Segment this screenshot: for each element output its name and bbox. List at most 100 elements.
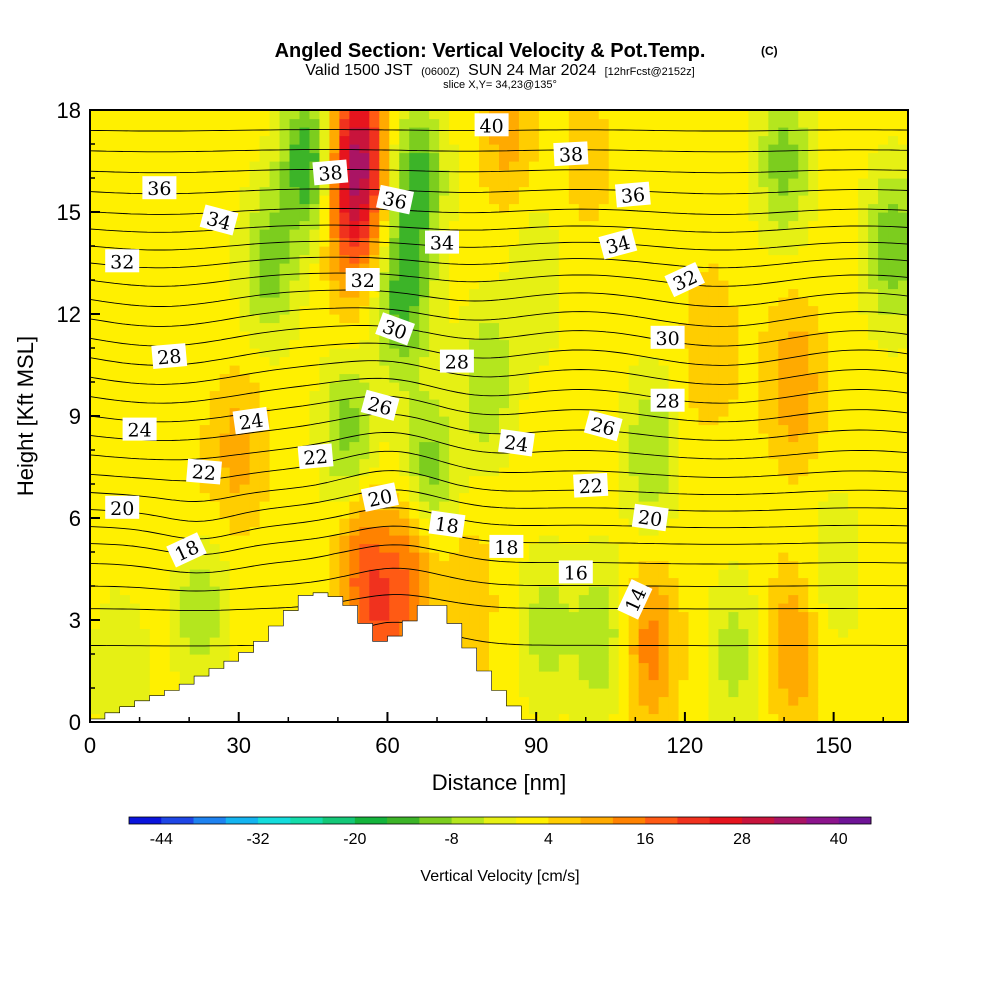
heatmap-cell <box>409 314 420 323</box>
heatmap-cell <box>280 527 291 536</box>
heatmap-cell <box>539 229 550 238</box>
heatmap-cell <box>639 671 650 680</box>
heatmap-cell <box>519 127 530 136</box>
heatmap-cell <box>120 204 131 213</box>
heatmap-cell <box>90 238 101 247</box>
heatmap-cell <box>160 391 171 400</box>
heatmap-cell <box>299 280 310 289</box>
heatmap-cell <box>100 221 111 230</box>
heatmap-cell <box>429 450 440 459</box>
heatmap-cell <box>768 289 779 298</box>
heatmap-cell <box>120 484 131 493</box>
heatmap-cell <box>190 272 201 281</box>
heatmap-cell <box>529 357 540 366</box>
heatmap-cell <box>549 399 560 408</box>
heatmap-cell <box>639 136 650 145</box>
heatmap-cell <box>399 144 410 153</box>
heatmap-cell <box>469 144 480 153</box>
heatmap-cell <box>639 544 650 553</box>
heatmap-cell <box>609 493 620 502</box>
heatmap-cell <box>639 552 650 561</box>
heatmap-cell <box>100 212 111 221</box>
heatmap-cell <box>529 586 540 595</box>
heatmap-cell <box>449 374 460 383</box>
heatmap-cell <box>529 493 540 502</box>
heatmap-cell <box>609 595 620 604</box>
heatmap-cell <box>589 195 600 204</box>
heatmap-cell <box>339 357 350 366</box>
heatmap-cell <box>90 442 101 451</box>
heatmap-cell <box>758 459 769 468</box>
heatmap-cell <box>389 127 400 136</box>
heatmap-cell <box>379 119 390 128</box>
heatmap-cell <box>140 391 151 400</box>
heatmap-cell <box>609 680 620 689</box>
heatmap-cell <box>519 620 530 629</box>
heatmap-cell <box>299 391 310 400</box>
heatmap-cell <box>220 144 231 153</box>
heatmap-cell <box>200 306 211 315</box>
heatmap-cell <box>629 663 640 672</box>
heatmap-cell <box>290 229 301 238</box>
heatmap-cell <box>758 697 769 706</box>
heatmap-cell <box>150 535 161 544</box>
heatmap-cell <box>280 416 291 425</box>
heatmap-cell <box>599 552 610 561</box>
heatmap-cell <box>220 552 231 561</box>
heatmap-cell <box>180 289 191 298</box>
heatmap-cell <box>240 501 251 510</box>
heatmap-cell <box>190 289 201 298</box>
heatmap-cell <box>728 680 739 689</box>
heatmap-cell <box>399 442 410 451</box>
heatmap-cell <box>349 306 360 315</box>
heatmap-cell <box>609 705 620 714</box>
heatmap-cell <box>90 433 101 442</box>
heatmap-cell <box>200 153 211 162</box>
heatmap-cell <box>509 654 520 663</box>
heatmap-cell <box>150 637 161 646</box>
heatmap-cell <box>708 646 719 655</box>
heatmap-cell <box>679 170 690 179</box>
heatmap-cell <box>569 425 580 434</box>
heatmap-cell <box>130 399 141 408</box>
heatmap-cell <box>748 136 759 145</box>
heatmap-cell <box>649 246 660 255</box>
heatmap-cell <box>319 578 330 587</box>
heatmap-cell <box>589 212 600 221</box>
heatmap-cell <box>669 561 680 570</box>
heatmap-cell <box>738 374 749 383</box>
heatmap-cell <box>220 646 231 655</box>
heatmap-cell <box>599 170 610 179</box>
heatmap-cell <box>309 518 320 527</box>
heatmap-cell <box>150 382 161 391</box>
heatmap-cell <box>758 612 769 621</box>
heatmap-cell <box>699 612 710 621</box>
heatmap-cell <box>290 374 301 383</box>
heatmap-cell <box>469 637 480 646</box>
heatmap-cell <box>160 629 171 638</box>
heatmap-cell <box>319 340 330 349</box>
heatmap-cell <box>230 518 241 527</box>
heatmap-cell <box>599 510 610 519</box>
heatmap-cell <box>549 663 560 672</box>
heatmap-cell <box>718 161 729 170</box>
heatmap-cell <box>90 646 101 655</box>
heatmap-cell <box>270 450 281 459</box>
heatmap-cell <box>290 280 301 289</box>
heatmap-cell <box>589 144 600 153</box>
heatmap-cell <box>220 195 231 204</box>
heatmap-cell <box>689 110 700 119</box>
heatmap-cell <box>609 544 620 553</box>
heatmap-cell <box>529 221 540 230</box>
heatmap-cell <box>699 340 710 349</box>
heatmap-cell <box>110 612 121 621</box>
heatmap-cell <box>90 501 101 510</box>
heatmap-cell <box>699 178 710 187</box>
heatmap-cell <box>469 323 480 332</box>
heatmap-cell <box>479 535 490 544</box>
heatmap-cell <box>309 255 320 264</box>
heatmap-cell <box>728 561 739 570</box>
heatmap-cell <box>290 255 301 264</box>
heatmap-cell <box>280 221 291 230</box>
heatmap-cell <box>549 552 560 561</box>
